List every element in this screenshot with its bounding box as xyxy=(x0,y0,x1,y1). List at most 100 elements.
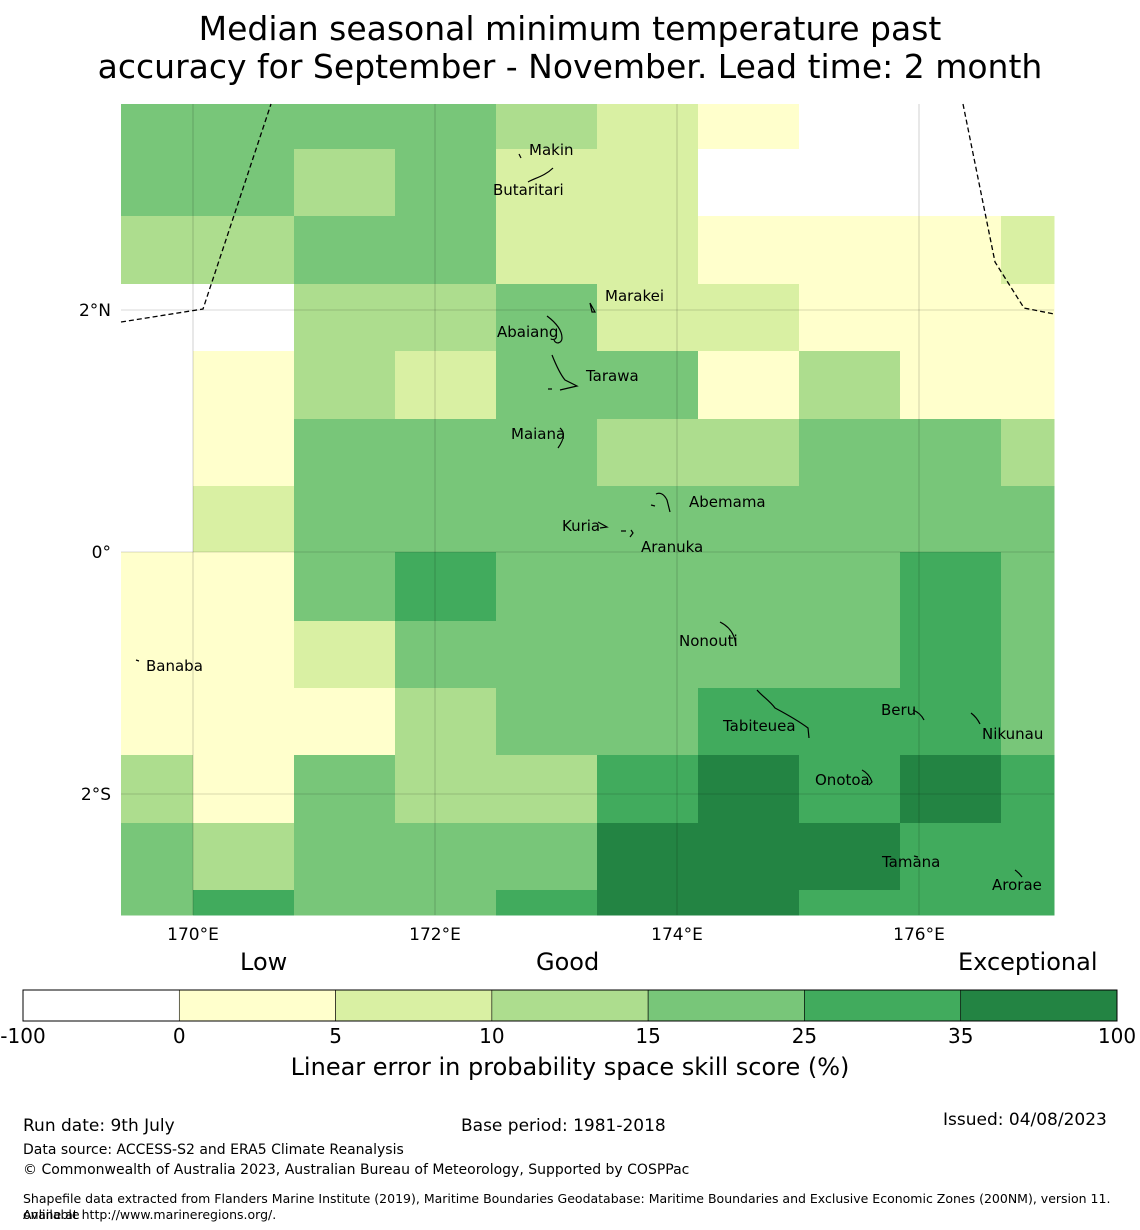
grid-cell xyxy=(1001,419,1055,487)
grid-cell xyxy=(1001,284,1055,352)
grid-cell xyxy=(1001,552,1055,622)
grid-cell xyxy=(496,890,598,916)
colorbar-tick-label: 5 xyxy=(329,1024,342,1048)
grid-cell xyxy=(496,755,598,824)
colorbar-tick-label: 15 xyxy=(635,1024,660,1048)
grid-cell xyxy=(121,890,194,916)
grid-cell xyxy=(496,688,598,756)
grid-cell xyxy=(799,104,901,150)
grid-cell xyxy=(698,755,800,824)
eez-boundary xyxy=(120,103,1055,323)
title-line-2: accuracy for September - November. Lead … xyxy=(97,47,1043,86)
grid-cell xyxy=(193,621,295,689)
grid-cell xyxy=(698,552,800,622)
grid-cell xyxy=(193,823,295,891)
colorbar-tick-label: 10 xyxy=(479,1024,504,1048)
island-outline xyxy=(518,153,522,159)
grid-cell xyxy=(799,890,901,916)
x-tick-label: 170°E xyxy=(167,925,219,945)
place-label-tamana: Tamana xyxy=(881,853,940,871)
grid-cell xyxy=(1001,351,1055,420)
island-outline xyxy=(557,427,565,449)
grid-cell xyxy=(799,284,901,352)
grid-cell xyxy=(193,486,295,553)
grid-cell xyxy=(597,823,699,891)
grid-cell xyxy=(294,890,396,916)
skill-grid xyxy=(121,104,1055,916)
grid-cell xyxy=(496,284,598,352)
grid-cell xyxy=(900,216,1002,285)
island-outline xyxy=(589,302,597,313)
grid-cell xyxy=(799,688,901,756)
grid-cell xyxy=(395,552,497,622)
category-low: Low xyxy=(240,948,288,976)
grid-cell xyxy=(900,486,1002,553)
grid-cell xyxy=(121,149,194,217)
colorbar-segment xyxy=(335,989,493,1022)
grid-cell xyxy=(799,149,901,217)
island-outline xyxy=(527,167,554,183)
grid-cell xyxy=(193,419,295,487)
island-outline xyxy=(912,709,925,721)
grid-cell xyxy=(1001,755,1055,824)
grid-cell xyxy=(193,890,295,916)
grid-cell xyxy=(597,216,699,285)
island-outline xyxy=(913,855,919,858)
category-exceptional: Exceptional xyxy=(958,948,1098,976)
island-outline xyxy=(135,659,140,662)
island-outline xyxy=(551,354,579,391)
grid-cell xyxy=(395,284,497,352)
grid-cell xyxy=(1001,486,1055,553)
grid-cell xyxy=(799,419,901,487)
grid-cell xyxy=(294,486,396,553)
base-period: Base period: 1981-2018 xyxy=(461,1116,666,1136)
grid-cell xyxy=(395,890,497,916)
lat-lon-gridlines xyxy=(121,104,1054,915)
grid-cell xyxy=(799,216,901,285)
grid-cell xyxy=(900,552,1002,622)
grid-cell xyxy=(496,149,598,217)
grid-cell xyxy=(193,755,295,824)
place-label-nikunau: Nikunau xyxy=(982,725,1043,743)
island-outlines xyxy=(135,153,1023,878)
grid-cell xyxy=(698,104,800,150)
grid-cell xyxy=(900,104,1002,150)
grid-cell xyxy=(121,104,194,150)
place-label-tarawa: Tarawa xyxy=(585,367,639,385)
grid-cell xyxy=(597,552,699,622)
grid-cell xyxy=(193,149,295,217)
place-label-onotoa: Onotoa xyxy=(815,771,870,789)
island-outline xyxy=(861,769,873,786)
colorbar-tick-label: 35 xyxy=(948,1024,973,1048)
grid-cell xyxy=(698,216,800,285)
grid-cell xyxy=(294,755,396,824)
island-outline xyxy=(719,621,737,647)
title-line-1: Median seasonal minimum temperature past xyxy=(198,9,942,48)
grid-cell xyxy=(1001,149,1055,217)
grid-cell xyxy=(900,351,1002,420)
x-tick-label: 174°E xyxy=(651,925,703,945)
grid-cell xyxy=(193,104,295,150)
grid-cell xyxy=(900,755,1002,824)
grid-cell xyxy=(900,419,1002,487)
grid-cell xyxy=(698,688,800,756)
grid-cell xyxy=(597,755,699,824)
grid-cell xyxy=(1001,216,1055,285)
map-axis-ticks: 170°E 172°E 174°E 176°E 2°N 0° 2°S xyxy=(79,301,945,945)
grid-cell xyxy=(900,688,1002,756)
eez-line-east xyxy=(962,103,1055,315)
grid-cell xyxy=(193,284,295,352)
grid-cell xyxy=(121,823,194,891)
grid-cell xyxy=(193,351,295,420)
grid-cell xyxy=(597,419,699,487)
grid-cell xyxy=(496,486,598,553)
grid-cell xyxy=(395,823,497,891)
grid-cell xyxy=(395,621,497,689)
grid-cell xyxy=(395,216,497,285)
colorbar-tick-label: -100 xyxy=(0,1024,45,1048)
grid-cell xyxy=(395,104,497,150)
grid-cell xyxy=(496,621,598,689)
grid-cell xyxy=(496,552,598,622)
island-outline xyxy=(621,529,634,538)
grid-cell xyxy=(1001,823,1055,891)
